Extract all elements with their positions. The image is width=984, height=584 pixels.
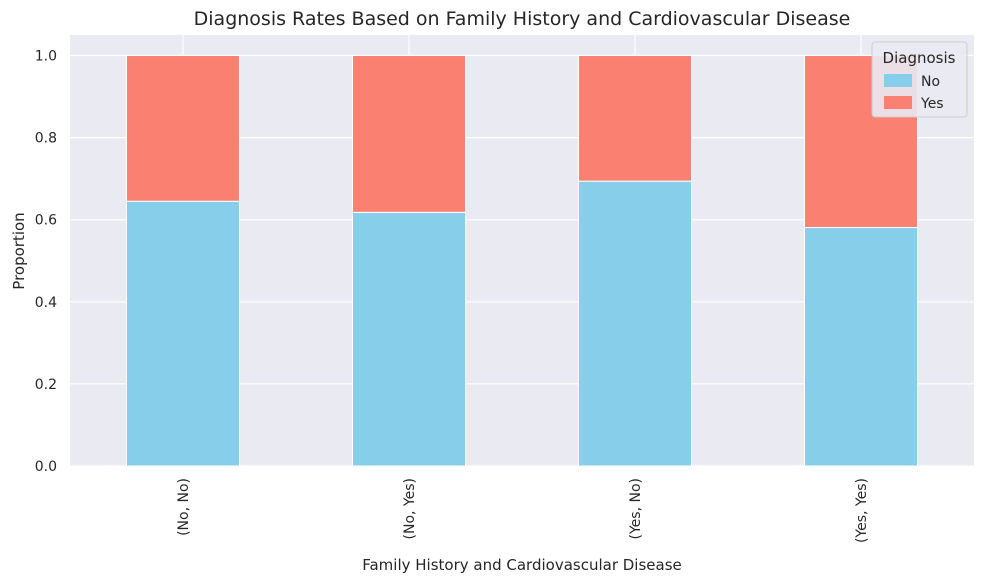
bar-no-2 xyxy=(578,180,692,467)
x-tick-label: (No, Yes) xyxy=(402,478,418,539)
x-axis-label: Family History and Cardiovascular Diseas… xyxy=(362,556,682,574)
bar-no-3 xyxy=(804,227,918,467)
x-tick-label: (No, No) xyxy=(176,478,192,536)
legend-label-no: No xyxy=(921,74,940,90)
y-tick-label: 0.0 xyxy=(35,459,57,475)
bar-yes-0 xyxy=(126,55,240,202)
legend-swatch-yes xyxy=(884,96,912,109)
y-axis-ticks: 0.0 0.2 0.4 0.6 0.8 1.0 xyxy=(35,49,57,475)
y-tick-label: 0.2 xyxy=(35,377,57,393)
bar-yes-1 xyxy=(352,55,466,213)
y-tick-label: 0.8 xyxy=(35,131,57,147)
y-axis-label: Proportion xyxy=(10,212,28,289)
y-tick-label: 0.4 xyxy=(35,295,57,311)
x-tick-label: (Yes, No) xyxy=(628,478,644,539)
bars xyxy=(126,55,918,467)
bar-no-0 xyxy=(126,200,240,467)
legend-title: Diagnosis xyxy=(883,49,956,67)
x-axis-ticks: (No, No) (No, Yes) (Yes, No) (Yes, Yes) xyxy=(176,478,870,543)
legend-swatch-no xyxy=(884,74,912,87)
bar-no-1 xyxy=(352,211,466,467)
chart-title: Diagnosis Rates Based on Family History … xyxy=(194,8,851,30)
legend: Diagnosis No Yes xyxy=(871,41,968,118)
bar-yes-2 xyxy=(578,55,692,182)
y-tick-label: 1.0 xyxy=(35,49,57,65)
legend-label-yes: Yes xyxy=(920,96,944,112)
y-tick-label: 0.6 xyxy=(35,213,57,229)
x-tick-label: (Yes, Yes) xyxy=(854,478,870,543)
